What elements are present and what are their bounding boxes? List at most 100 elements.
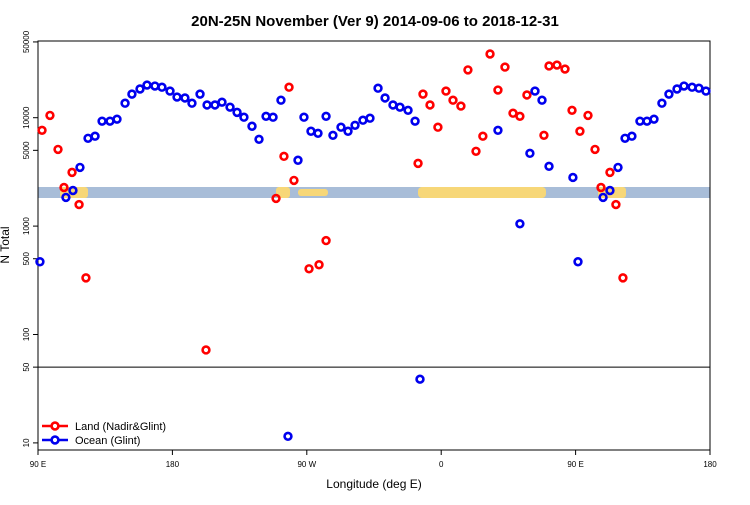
- point: [261, 111, 271, 122]
- point: [225, 102, 235, 112]
- point: [415, 374, 425, 384]
- point: [120, 98, 130, 108]
- point: [201, 345, 211, 355]
- point: [373, 83, 383, 93]
- point: [456, 101, 466, 111]
- y-tick-label: 1000: [22, 217, 31, 235]
- point: [418, 89, 428, 99]
- point: [299, 112, 309, 122]
- point: [493, 125, 503, 136]
- point: [239, 112, 249, 122]
- x-tick-label: 90 W: [297, 460, 316, 469]
- point: [448, 95, 458, 105]
- point: [515, 111, 525, 122]
- point: [425, 100, 435, 110]
- legend-label: Land (Nadir&Glint): [75, 421, 166, 433]
- legend-label: Ocean (Glint): [75, 435, 140, 447]
- y-tick-label: 50000: [22, 30, 31, 53]
- point: [59, 182, 69, 193]
- point: [293, 155, 303, 165]
- y-tick-label: 5000: [22, 141, 31, 159]
- point: [410, 116, 420, 126]
- point: [90, 131, 100, 141]
- point: [68, 185, 78, 196]
- point: [279, 151, 289, 162]
- point: [590, 144, 600, 155]
- point: [142, 80, 152, 90]
- point: [150, 81, 160, 91]
- x-tick-label: 180: [166, 460, 180, 469]
- y-tick-label: 50: [22, 362, 31, 371]
- point: [471, 146, 481, 156]
- point: [343, 126, 353, 136]
- point: [433, 122, 443, 132]
- point: [97, 116, 107, 126]
- point: [284, 82, 294, 92]
- point: [441, 86, 451, 96]
- plot-frame: [37, 40, 711, 451]
- point: [478, 131, 488, 141]
- point: [35, 257, 45, 267]
- point: [485, 49, 495, 59]
- point: [560, 64, 570, 74]
- point: [336, 122, 346, 132]
- x-tick-label: 180: [703, 460, 717, 469]
- point: [539, 130, 549, 141]
- point: [314, 260, 324, 270]
- point: [283, 431, 293, 442]
- y-tick-label: 100: [22, 327, 31, 341]
- point: [618, 273, 628, 283]
- point: [575, 126, 585, 136]
- y-tick-label: 10000: [22, 106, 31, 129]
- legend-marker: [50, 435, 60, 445]
- point: [605, 167, 615, 178]
- legend-marker: [50, 421, 60, 431]
- y-tick-label: 500: [22, 252, 31, 266]
- point: [328, 130, 338, 141]
- point: [61, 192, 71, 203]
- point: [217, 97, 227, 107]
- x-axis-label: Longitude (deg E): [326, 477, 421, 491]
- point: [247, 121, 257, 131]
- point: [567, 105, 577, 116]
- point: [53, 144, 63, 155]
- point: [127, 89, 137, 99]
- point: [195, 89, 205, 99]
- point: [525, 148, 535, 159]
- point: [350, 120, 360, 130]
- point: [75, 162, 85, 173]
- x-tick-label: 0: [439, 460, 444, 469]
- point: [271, 193, 281, 204]
- point: [202, 100, 212, 110]
- point: [365, 113, 375, 123]
- point: [568, 172, 578, 183]
- y-axis-label: N Total: [0, 226, 12, 263]
- point: [701, 86, 711, 96]
- x-tick-label: 90 E: [30, 460, 46, 469]
- point: [598, 192, 608, 203]
- point: [515, 219, 525, 229]
- point: [172, 92, 182, 102]
- point: [81, 273, 91, 283]
- point: [664, 89, 674, 99]
- chart-title: 20N-25N November (Ver 9) 2014-09-06 to 2…: [191, 13, 559, 30]
- point: [544, 161, 554, 172]
- point: [493, 85, 503, 95]
- point: [289, 175, 299, 186]
- point: [657, 98, 667, 108]
- point: [304, 264, 314, 274]
- point: [537, 95, 547, 105]
- point: [679, 81, 689, 91]
- point: [37, 125, 47, 136]
- point: [157, 82, 167, 92]
- point: [187, 98, 197, 108]
- point: [313, 128, 323, 138]
- point: [112, 114, 122, 124]
- point: [232, 107, 242, 118]
- map-strip: [38, 187, 710, 198]
- point: [254, 134, 264, 145]
- point: [463, 65, 473, 75]
- x-tick-label: 90 E: [567, 460, 583, 469]
- y-tick-label: 10: [22, 438, 31, 447]
